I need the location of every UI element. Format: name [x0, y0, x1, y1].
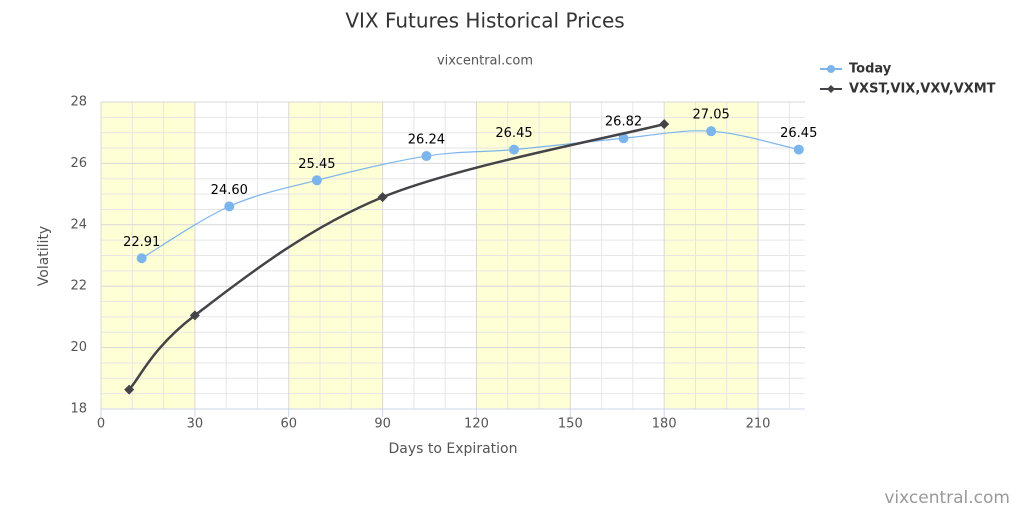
data-point — [421, 151, 432, 162]
data-label: 27.05 — [693, 108, 730, 123]
legend-symbol — [827, 85, 835, 93]
legend-symbol — [827, 65, 835, 73]
data-label: 26.45 — [495, 126, 532, 141]
x-tick-label: 180 — [652, 417, 677, 432]
x-tick-label: 30 — [187, 417, 204, 432]
y-tick-label: 18 — [70, 402, 87, 417]
x-tick-label: 0 — [97, 417, 105, 432]
chart-title: VIX Futures Historical Prices — [345, 9, 624, 33]
data-point — [311, 175, 322, 186]
data-point — [136, 253, 147, 264]
data-label: 26.82 — [605, 115, 642, 130]
x-axis-title: Days to Expiration — [389, 441, 518, 457]
data-point — [224, 201, 235, 212]
data-label: 25.45 — [298, 157, 335, 172]
legend-label: Today — [849, 62, 892, 77]
y-tick-label: 28 — [70, 95, 87, 110]
x-tick-label: 90 — [374, 417, 391, 432]
y-tick-label: 24 — [70, 217, 87, 232]
data-label: 22.91 — [123, 235, 160, 250]
data-point — [124, 384, 135, 395]
data-point — [706, 126, 717, 137]
x-tick-label: 120 — [464, 417, 489, 432]
x-tick-label: 150 — [558, 417, 583, 432]
x-tick-label: 210 — [746, 417, 771, 432]
data-point — [659, 119, 670, 130]
x-tick-label: 60 — [280, 417, 297, 432]
y-tick-label: 26 — [70, 156, 87, 171]
y-axis-title: Volatility — [36, 226, 52, 286]
legend-label: VXST,VIX,VXV,VXMT — [849, 82, 996, 97]
data-label: 26.45 — [780, 126, 817, 141]
credit: vixcentral.com — [884, 488, 1010, 508]
data-point — [618, 133, 629, 144]
data-label: 26.24 — [408, 133, 445, 148]
data-point — [189, 310, 200, 321]
y-tick-label: 22 — [70, 279, 87, 294]
data-point — [509, 144, 520, 155]
chart-subtitle: vixcentral.com — [437, 54, 533, 69]
data-point — [377, 192, 388, 203]
y-tick-label: 20 — [70, 340, 87, 355]
series-line — [128, 122, 665, 391]
data-label: 24.60 — [211, 183, 248, 198]
data-point — [793, 144, 804, 155]
